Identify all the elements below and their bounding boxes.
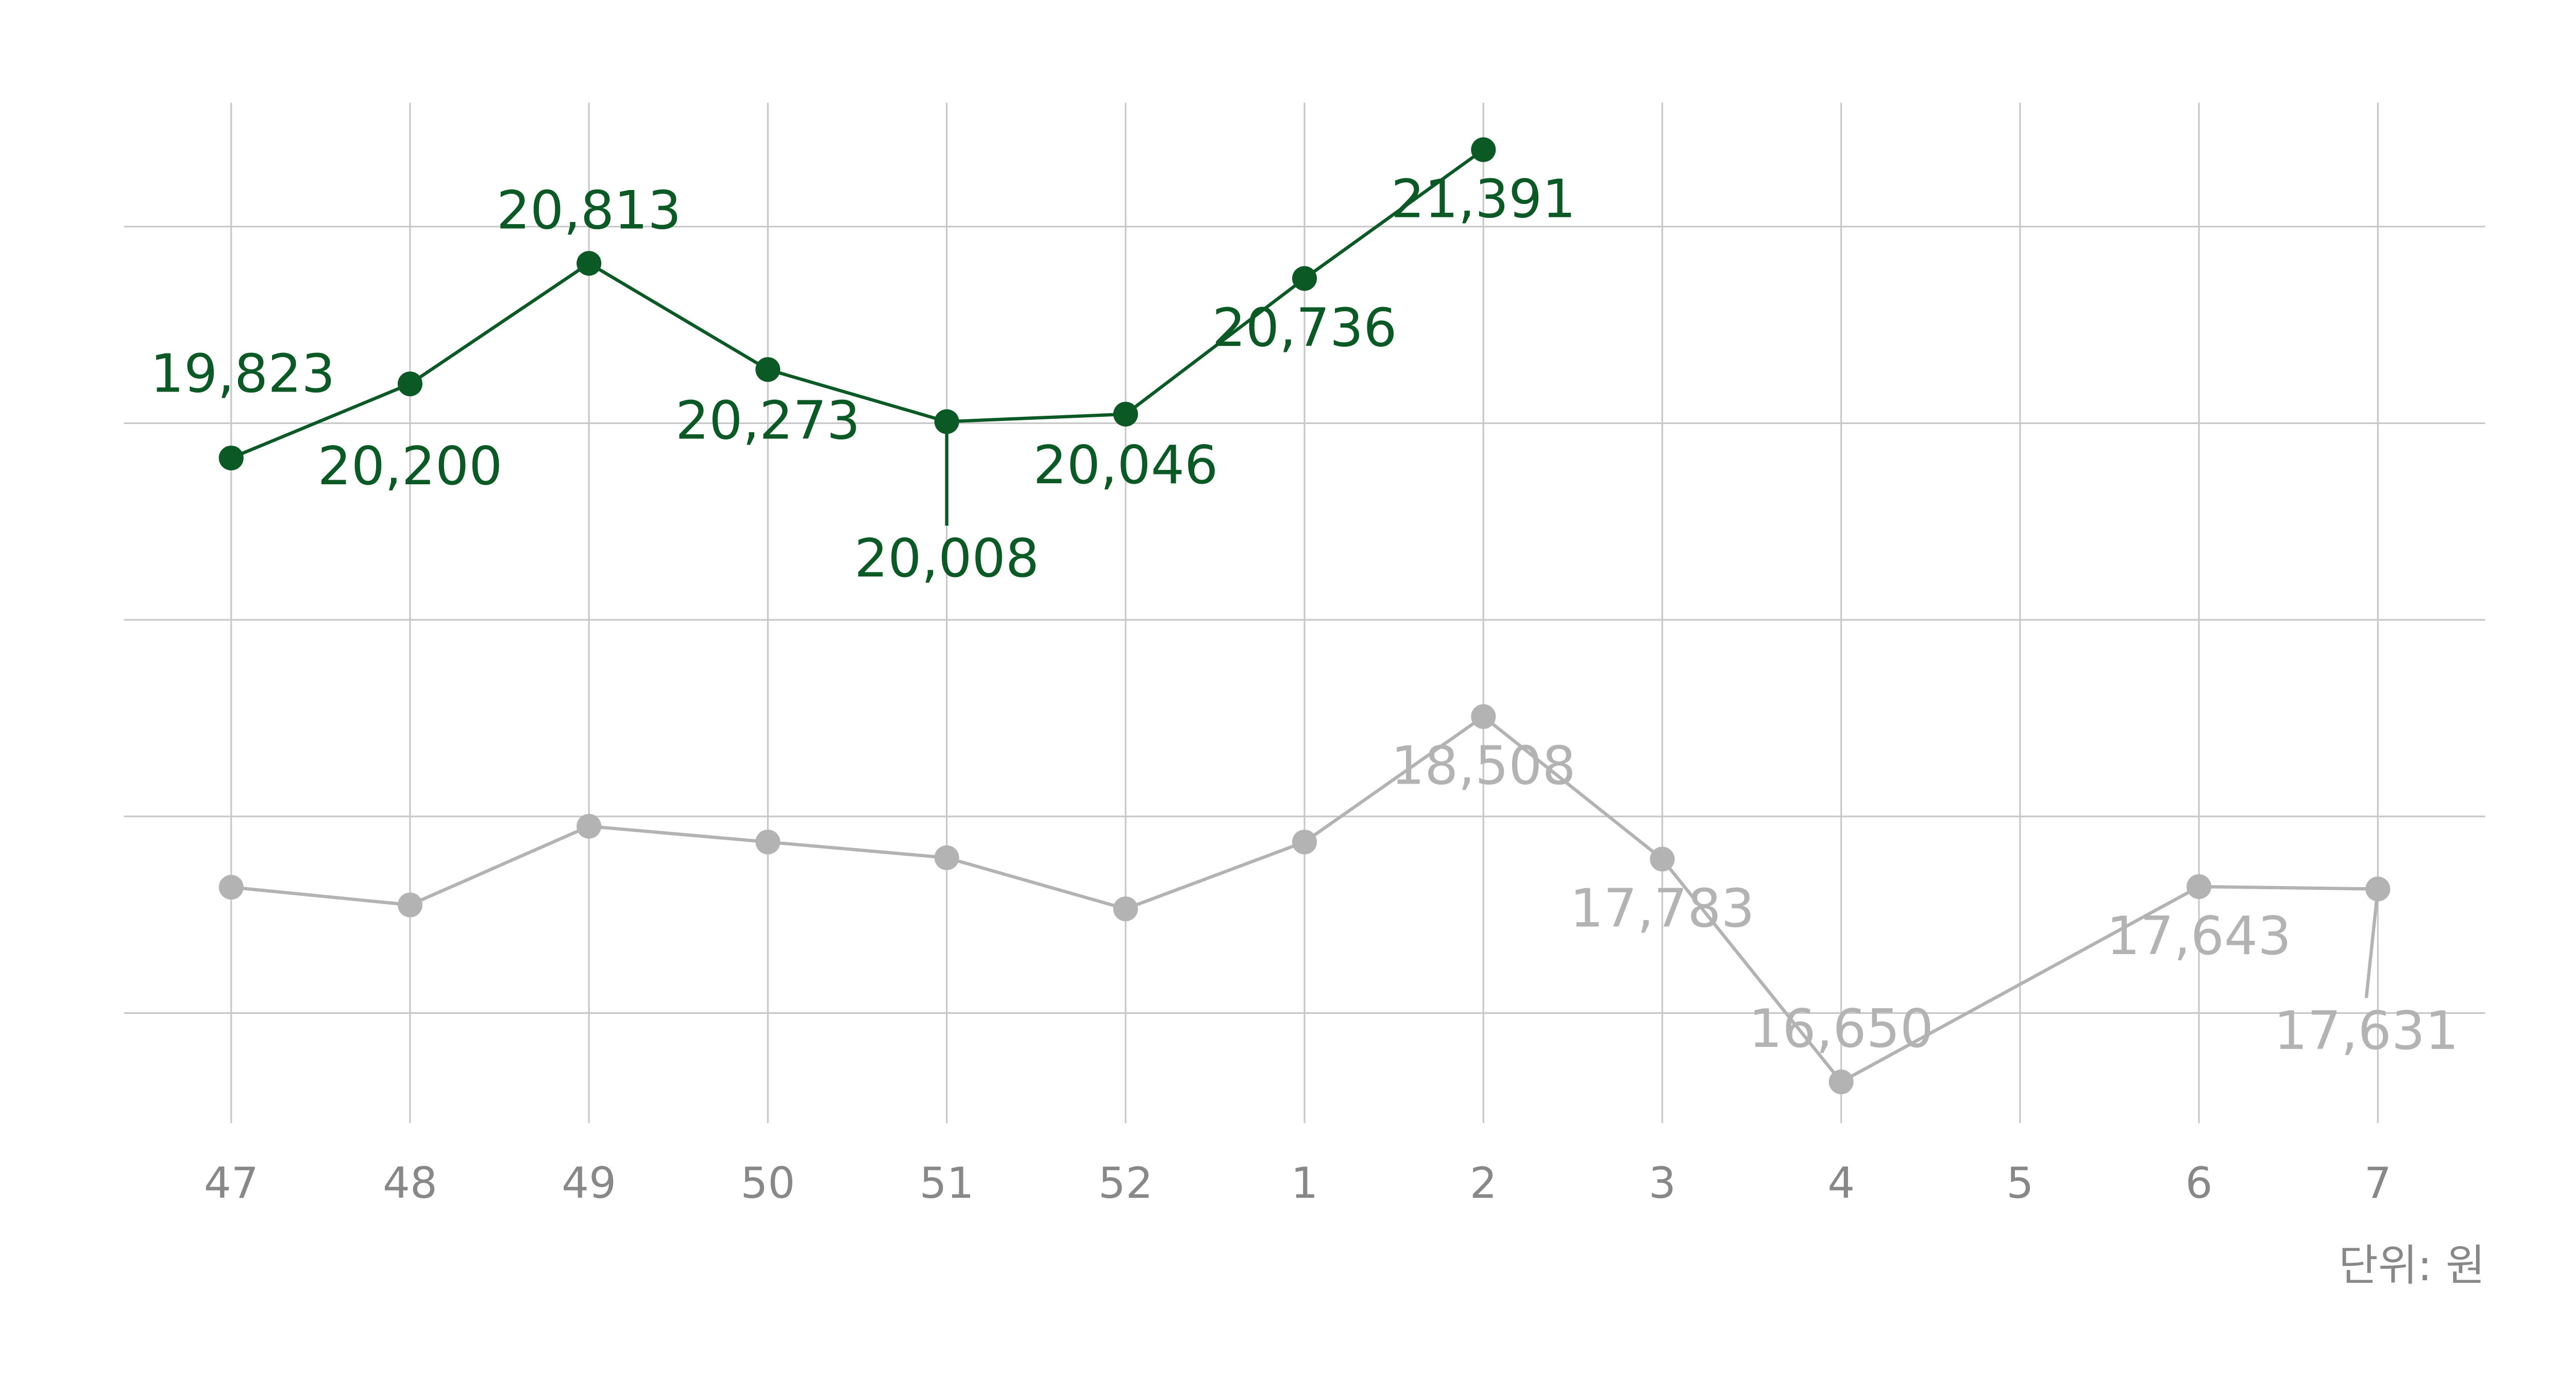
data-point bbox=[1292, 829, 1317, 855]
series-segment bbox=[1482, 715, 1664, 861]
series-segment bbox=[767, 368, 947, 423]
value-label: 21,391 bbox=[1391, 168, 1576, 230]
series-segment bbox=[768, 840, 947, 860]
data-point bbox=[2187, 874, 2212, 900]
value-label: 20,273 bbox=[675, 390, 860, 451]
x-tick-label: 4 bbox=[1827, 1158, 1855, 1208]
x-tick-label: 52 bbox=[1098, 1158, 1153, 1208]
data-point bbox=[755, 357, 781, 382]
x-tick-label: 5 bbox=[2006, 1158, 2033, 1208]
series-segment bbox=[946, 856, 1126, 911]
value-label: 20,200 bbox=[318, 436, 503, 497]
series-segment bbox=[231, 885, 411, 907]
data-point bbox=[397, 892, 422, 918]
data-point bbox=[218, 445, 244, 471]
x-tick-label: 3 bbox=[1649, 1158, 1676, 1208]
series-segment bbox=[1125, 840, 1306, 911]
value-label: 20,046 bbox=[1033, 435, 1218, 496]
data-point bbox=[1292, 266, 1317, 291]
data-point bbox=[218, 875, 244, 900]
value-label: 17,643 bbox=[2107, 906, 2292, 967]
data-point bbox=[577, 813, 602, 839]
value-label: 16,650 bbox=[1749, 998, 1934, 1060]
value-label: 18,508 bbox=[1391, 736, 1576, 797]
series-segment bbox=[1660, 858, 1843, 1083]
series-segment bbox=[1840, 885, 2200, 1083]
leader-line bbox=[2364, 889, 2380, 998]
series-segment bbox=[2199, 885, 2378, 891]
x-tick-label: 48 bbox=[383, 1158, 437, 1208]
x-tick-label: 2 bbox=[1470, 1158, 1497, 1208]
series-segment bbox=[409, 824, 590, 907]
x-tick-label: 1 bbox=[1291, 1158, 1318, 1208]
series-segment bbox=[1303, 148, 1485, 280]
data-point bbox=[1113, 401, 1138, 427]
value-label: 20,736 bbox=[1212, 297, 1397, 359]
x-tick-label: 47 bbox=[204, 1158, 259, 1208]
value-label: 17,631 bbox=[2274, 1000, 2459, 1062]
data-point bbox=[1650, 846, 1675, 872]
series-segment bbox=[588, 262, 769, 371]
value-label: 20,813 bbox=[497, 180, 682, 241]
data-point bbox=[577, 251, 602, 276]
value-label: 20,008 bbox=[854, 528, 1039, 589]
x-tick-label: 50 bbox=[740, 1158, 795, 1208]
series-segment bbox=[1303, 715, 1485, 843]
series-segment bbox=[230, 382, 411, 460]
data-point bbox=[1471, 704, 1496, 729]
data-point bbox=[397, 371, 422, 397]
series-segment bbox=[588, 824, 768, 844]
x-tick-label: 7 bbox=[2364, 1158, 2392, 1208]
data-point bbox=[755, 829, 781, 855]
data-point bbox=[1471, 137, 1496, 162]
value-label: 17,783 bbox=[1570, 878, 1755, 939]
series-segment bbox=[1124, 277, 1306, 416]
unit-note: 단위: 원 bbox=[2338, 1241, 2485, 1291]
x-tick-label: 6 bbox=[2185, 1158, 2213, 1208]
series-segment bbox=[409, 262, 590, 385]
value-label: 19,823 bbox=[150, 343, 335, 404]
data-point bbox=[1113, 896, 1138, 922]
x-tick-label: 49 bbox=[562, 1158, 616, 1208]
data-point bbox=[1828, 1069, 1854, 1095]
series-segment bbox=[946, 412, 1126, 423]
data-point bbox=[934, 845, 959, 870]
x-tick-label: 51 bbox=[920, 1158, 974, 1208]
